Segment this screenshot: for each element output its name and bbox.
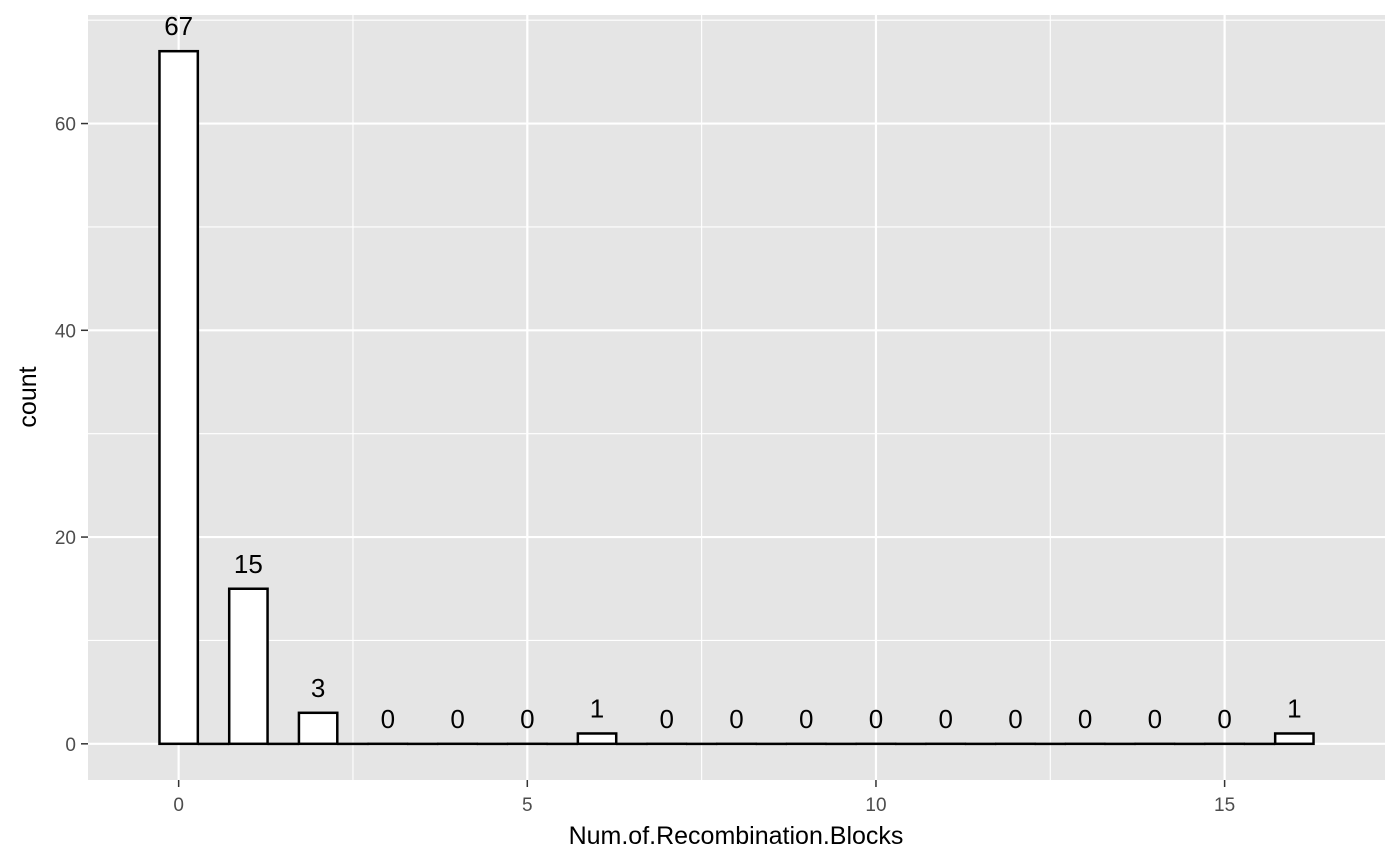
bar-count-label: 0 xyxy=(1078,704,1092,734)
y-tick-label: 20 xyxy=(55,528,76,549)
bar-count-label: 0 xyxy=(520,704,534,734)
bar-count-label: 0 xyxy=(450,704,464,734)
plot-panel xyxy=(88,15,1385,780)
histogram-bars xyxy=(158,49,1315,746)
bar-count-label: 0 xyxy=(1148,704,1162,734)
y-tick-label: 60 xyxy=(55,115,76,136)
bar-count-label: 1 xyxy=(590,693,604,723)
x-tick-label: 0 xyxy=(173,795,184,816)
bar-count-label: 67 xyxy=(164,11,193,41)
histogram-bar xyxy=(1273,732,1315,746)
y-tick-label: 0 xyxy=(65,735,76,756)
x-tick-label: 5 xyxy=(522,795,533,816)
x-axis-ticks: 0 5 10 15 xyxy=(173,780,1235,816)
bar-count-label: 0 xyxy=(729,704,743,734)
bar-count-label: 0 xyxy=(869,704,883,734)
bar-count-label: 0 xyxy=(660,704,674,734)
bar-count-labels: 67 15 3 0 0 0 1 0 0 0 0 0 0 0 0 0 1 xyxy=(164,11,1301,734)
minor-gridlines xyxy=(88,15,1385,780)
bar-count-label: 0 xyxy=(938,704,952,734)
bar-count-label: 0 xyxy=(799,704,813,734)
y-axis-title: count xyxy=(14,366,42,427)
histogram-bar xyxy=(158,49,200,746)
histogram-bar xyxy=(297,711,339,746)
bar-count-label: 15 xyxy=(234,549,263,579)
histogram-bar xyxy=(227,587,269,746)
bar-count-label: 0 xyxy=(381,704,395,734)
x-tick-label: 15 xyxy=(1214,795,1235,816)
histogram-bar xyxy=(576,732,618,746)
bar-count-label: 3 xyxy=(311,673,325,703)
y-axis-ticks: 0 20 40 60 xyxy=(55,115,88,756)
y-tick-label: 40 xyxy=(55,321,76,342)
bar-count-label: 0 xyxy=(1008,704,1022,734)
x-axis-title: Num.of.Recombination.Blocks xyxy=(569,822,904,850)
bar-count-label: 1 xyxy=(1287,693,1301,723)
x-tick-label: 10 xyxy=(865,795,886,816)
bar-count-label: 0 xyxy=(1217,704,1231,734)
